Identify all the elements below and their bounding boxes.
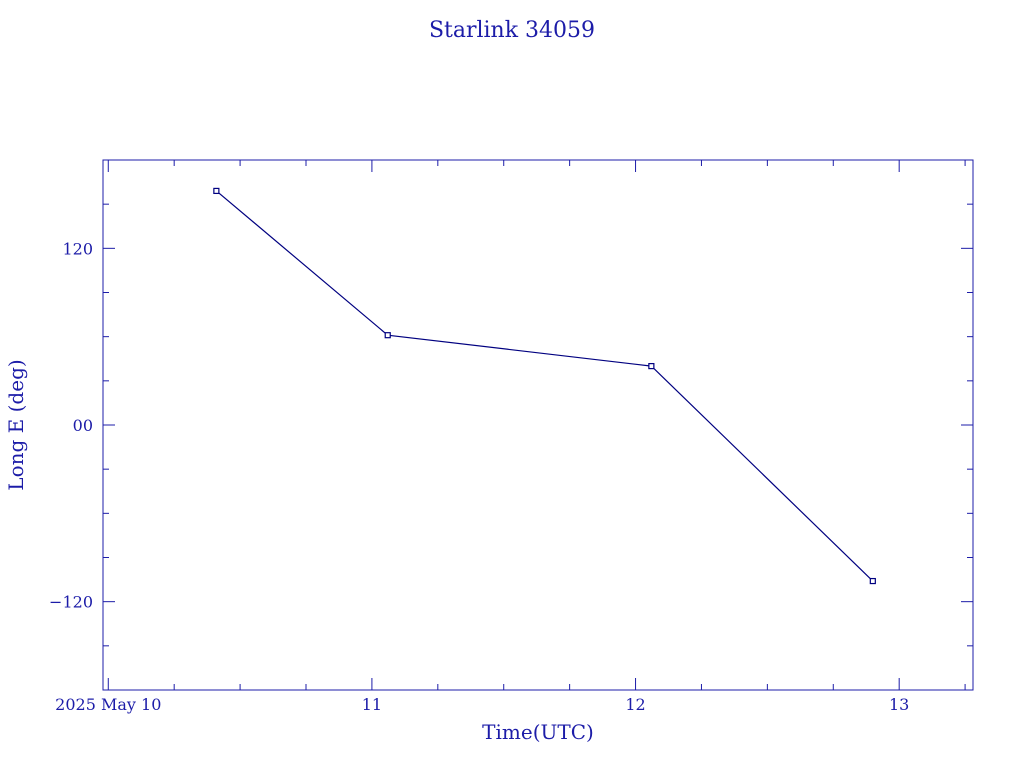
x-tick-label: 11 xyxy=(362,695,382,714)
data-point xyxy=(648,363,655,370)
x-axis-label: Time(UTC) xyxy=(482,720,594,744)
data-point xyxy=(869,577,876,585)
axis-ticks xyxy=(103,160,973,690)
data-series xyxy=(213,187,876,585)
series-line xyxy=(216,190,874,582)
plot-frame xyxy=(102,159,974,691)
y-tick-label: 00 xyxy=(73,416,93,435)
y-tick-label: 120 xyxy=(62,239,93,258)
x-tick-label: 2025 May 10 xyxy=(55,695,161,714)
y-tick-label: −120 xyxy=(49,593,93,612)
y-axis-label: Long E (deg) xyxy=(4,359,28,490)
tick-labels: 120 00 −120 2025 May 10 11 12 13 xyxy=(49,239,909,714)
x-tick-label: 12 xyxy=(625,695,645,714)
chart-title: Starlink 34059 xyxy=(429,18,595,43)
data-point xyxy=(384,332,391,339)
data-point xyxy=(213,187,220,195)
x-tick-label: 13 xyxy=(889,695,909,714)
